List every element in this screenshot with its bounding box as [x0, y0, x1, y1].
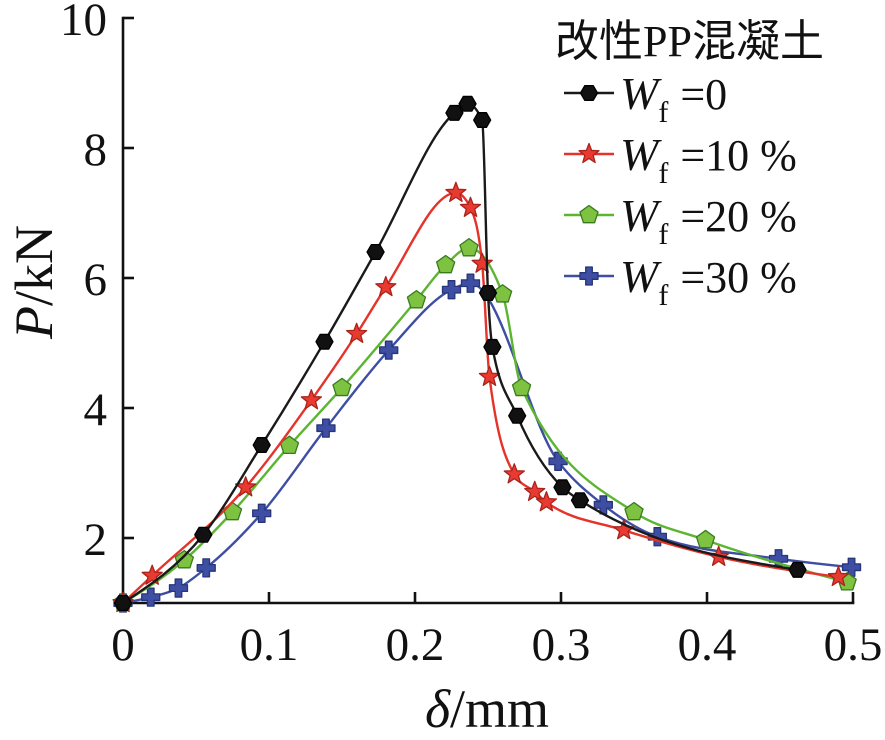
- wf-0-data-point: [478, 284, 498, 301]
- wf-10-data-point: [478, 365, 501, 386]
- wf-20-data-point: [695, 529, 716, 549]
- wf-0-data-point: [315, 333, 334, 350]
- series-wf-0: [113, 95, 807, 612]
- legend-star-marker: [578, 142, 600, 164]
- legend-label-value: =20 %: [680, 192, 796, 241]
- wf-10-data-point: [345, 322, 368, 344]
- x-tick-label: 0.3: [532, 619, 591, 671]
- wf-10-data-point: [375, 275, 397, 297]
- y-axis-ticks: 2 4 6 8 10: [60, 0, 134, 566]
- legend-label-value: =10 %: [680, 131, 796, 180]
- legend-label-variable: W: [620, 68, 662, 119]
- x-axis-label-unit: /mm: [450, 679, 549, 739]
- wf-30-data-point: [647, 527, 668, 547]
- legend-label-variable: W: [620, 190, 662, 241]
- legend-hexagon-marker: [579, 84, 599, 102]
- legend-label-variable: W: [620, 251, 662, 302]
- y-axis-label-unit: /kN: [4, 225, 64, 306]
- wf-0-data-point: [194, 526, 213, 543]
- y-axis-label-symbol: P: [4, 306, 64, 340]
- x-tick-label: 0.5: [824, 619, 883, 671]
- legend-label: Wf =30 %: [620, 251, 797, 312]
- wf-20-data-point: [406, 289, 427, 309]
- legend-label: Wf =10 %: [620, 129, 797, 190]
- x-tick-label: 0.2: [386, 619, 445, 671]
- wf-30-data-point: [548, 451, 568, 471]
- wf-10-data-point: [471, 252, 493, 273]
- wf-0-data-point: [252, 437, 271, 454]
- y-tick-label: 2: [84, 514, 108, 566]
- wf-0-data-point: [366, 243, 385, 261]
- wf-20-data-point: [511, 377, 532, 397]
- legend-entry-wf-10: Wf =10 %: [564, 129, 797, 190]
- legend-plus-marker: [579, 266, 599, 286]
- legend-label-subscript: f: [658, 279, 668, 312]
- wf-0-data-point: [113, 594, 133, 612]
- legend-label-subscript: f: [658, 218, 668, 251]
- wf-0-data-point: [570, 492, 590, 509]
- series-layer: [112, 95, 862, 613]
- wf-0-data-point: [788, 561, 807, 578]
- wf-30-data-point: [841, 557, 862, 577]
- legend-label-variable: W: [620, 129, 662, 180]
- legend-label-value: =0: [680, 70, 727, 119]
- wf-10-data-point: [459, 196, 482, 217]
- wf-10-data-point: [535, 491, 558, 512]
- series-wf-10: [112, 181, 850, 613]
- legend-entry-wf-30: Wf =30 %: [564, 251, 797, 312]
- wf-0-data-point: [483, 338, 502, 355]
- wf-0-data-point: [458, 95, 477, 112]
- wf-20-data-point: [459, 237, 479, 257]
- wf-30-data-point: [196, 558, 216, 578]
- wf-0-data-point: [553, 479, 572, 496]
- wf-10-data-point: [524, 480, 546, 501]
- legend: 改性PP混凝土 Wf =0 Wf =10 % Wf =20 % Wf =30 %: [555, 17, 824, 312]
- legend-label-value: =30 %: [680, 253, 796, 302]
- wf-20-data-point: [174, 549, 195, 569]
- legend-label-subscript: f: [658, 96, 668, 129]
- legend-entries: Wf =0 Wf =10 % Wf =20 % Wf =30 %: [564, 68, 797, 312]
- wf-10-curve: [121, 191, 840, 605]
- y-tick-label: 8: [84, 124, 108, 176]
- wf-0-data-point: [473, 112, 492, 129]
- legend-title: 改性PP混凝土: [555, 17, 824, 66]
- y-tick-label: 10: [60, 0, 107, 46]
- wf-30-data-point: [168, 578, 189, 598]
- y-axis-label: P/kN: [4, 225, 64, 340]
- legend-entry-wf-20: Wf =20 %: [564, 190, 797, 251]
- wf-20-data-point: [332, 377, 352, 397]
- wf-30-data-point: [593, 495, 613, 515]
- x-axis-ticks: 0 0.1 0.2 0.3 0.4 0.5: [111, 592, 882, 671]
- wf-10-data-point: [141, 564, 163, 585]
- wf-10-data-point: [503, 463, 525, 484]
- wf-30-data-point: [316, 418, 336, 438]
- legend-label: Wf =20 %: [620, 190, 797, 251]
- x-axis-label-symbol: δ: [425, 679, 451, 739]
- x-axis-label: δ/mm: [425, 679, 549, 739]
- wf-30-data-point: [379, 340, 399, 360]
- wf-0-data-point: [445, 104, 464, 121]
- wf-0-data-point: [508, 407, 527, 424]
- y-tick-label: 6: [84, 254, 108, 306]
- wf-10-data-point: [445, 181, 467, 202]
- wf-20-data-point: [435, 254, 456, 274]
- legend-entry-wf-0: Wf =0: [564, 68, 727, 129]
- axes: 0 0.1 0.2 0.3 0.4 0.5 2 4 6 8 10: [60, 0, 882, 671]
- wf-30-data-point: [252, 503, 272, 523]
- legend-label: Wf =0: [620, 68, 727, 129]
- wf-10-data-point: [300, 389, 322, 410]
- x-tick-label: 0.1: [240, 619, 299, 671]
- x-tick-label: 0: [111, 619, 135, 671]
- legend-pentagon-marker: [579, 204, 599, 224]
- wf-20-data-point: [624, 501, 644, 521]
- y-tick-label: 4: [84, 384, 108, 436]
- legend-label-subscript: f: [658, 157, 668, 190]
- wf-30-data-point: [460, 273, 481, 293]
- wf-30-data-point: [441, 280, 462, 300]
- wf-30-data-point: [141, 587, 161, 607]
- x-tick-label: 0.4: [678, 619, 737, 671]
- wf-10-data-point: [827, 565, 850, 587]
